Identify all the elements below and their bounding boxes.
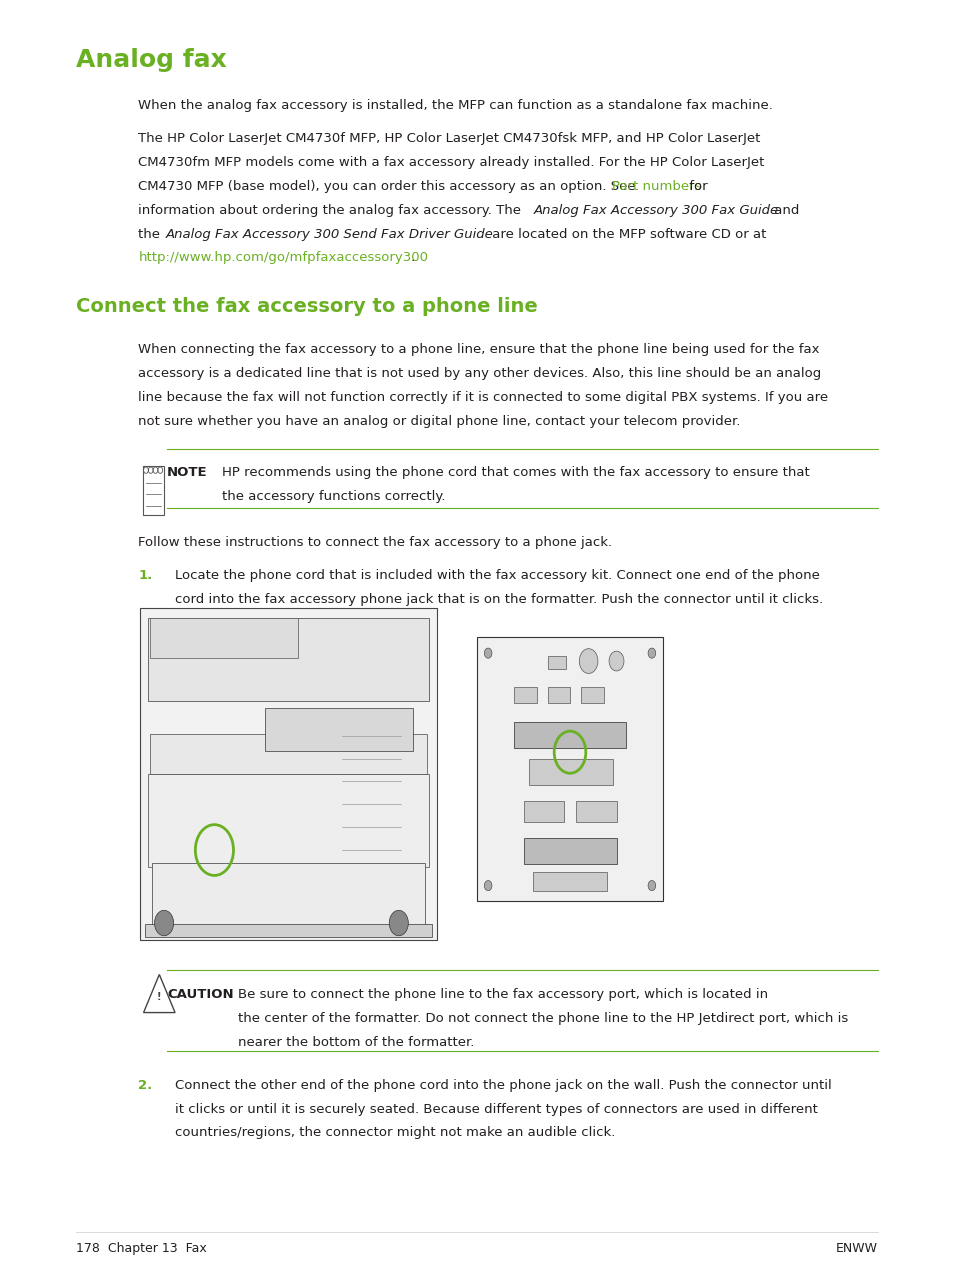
- Bar: [148, 618, 429, 701]
- Bar: [523, 801, 564, 822]
- Bar: [529, 758, 612, 785]
- Text: .: .: [410, 251, 414, 264]
- Bar: [265, 707, 413, 751]
- Text: When connecting the fax accessory to a phone line, ensure that the phone line be: When connecting the fax accessory to a p…: [138, 343, 819, 356]
- Bar: [150, 734, 427, 773]
- Bar: [547, 655, 566, 669]
- Bar: [152, 864, 425, 930]
- Text: countries/regions, the connector might not make an audible click.: countries/regions, the connector might n…: [174, 1126, 615, 1139]
- Text: Part numbers: Part numbers: [612, 180, 701, 193]
- Bar: [523, 838, 616, 865]
- Text: 1.: 1.: [138, 569, 152, 582]
- Text: CAUTION: CAUTION: [167, 988, 233, 1001]
- Bar: [514, 721, 625, 748]
- Circle shape: [647, 648, 655, 658]
- Text: the accessory functions correctly.: the accessory functions correctly.: [222, 490, 445, 503]
- Bar: [150, 618, 297, 658]
- Text: line because the fax will not function correctly if it is connected to some digi: line because the fax will not function c…: [138, 391, 827, 404]
- Text: 178  Chapter 13  Fax: 178 Chapter 13 Fax: [76, 1242, 207, 1255]
- Circle shape: [578, 649, 598, 673]
- Text: Analog Fax Accessory 300 Fax Guide: Analog Fax Accessory 300 Fax Guide: [533, 203, 778, 217]
- Bar: [547, 687, 569, 704]
- Bar: [148, 773, 429, 866]
- Text: When the analog fax accessory is installed, the MFP can function as a standalone: When the analog fax accessory is install…: [138, 99, 772, 112]
- Text: it clicks or until it is securely seated. Because different types of connectors : it clicks or until it is securely seated…: [174, 1102, 817, 1115]
- Bar: [145, 923, 432, 937]
- Text: Follow these instructions to connect the fax accessory to a phone jack.: Follow these instructions to connect the…: [138, 536, 612, 549]
- Circle shape: [608, 652, 623, 671]
- Text: accessory is a dedicated line that is not used by any other devices. Also, this : accessory is a dedicated line that is no…: [138, 367, 821, 380]
- Text: 2.: 2.: [138, 1078, 152, 1092]
- Text: NOTE: NOTE: [167, 466, 208, 479]
- Circle shape: [154, 911, 173, 936]
- Text: are located on the MFP software CD or at: are located on the MFP software CD or at: [488, 227, 766, 240]
- Bar: [575, 801, 616, 822]
- Text: Connect the fax accessory to a phone line: Connect the fax accessory to a phone lin…: [76, 297, 537, 316]
- Text: ENWW: ENWW: [835, 1242, 877, 1255]
- Text: the center of the formatter. Do not connect the phone line to the HP Jetdirect p: the center of the formatter. Do not conn…: [238, 1012, 848, 1025]
- Text: http://www.hp.com/go/mfpfaxaccessory300: http://www.hp.com/go/mfpfaxaccessory300: [138, 251, 428, 264]
- Text: Analog fax: Analog fax: [76, 48, 227, 72]
- Text: Be sure to connect the phone line to the fax accessory port, which is located in: Be sure to connect the phone line to the…: [238, 988, 768, 1001]
- Text: and: and: [769, 203, 799, 217]
- Bar: [532, 872, 607, 890]
- Circle shape: [484, 648, 492, 658]
- Text: HP recommends using the phone cord that comes with the fax accessory to ensure t: HP recommends using the phone cord that …: [222, 466, 809, 479]
- Text: CM4730 MFP (base model), you can order this accessory as an option. See: CM4730 MFP (base model), you can order t…: [138, 180, 639, 193]
- Text: information about ordering the analog fax accessory. The: information about ordering the analog fa…: [138, 203, 525, 217]
- Text: cord into the fax accessory phone jack that is on the formatter. Push the connec: cord into the fax accessory phone jack t…: [174, 593, 821, 606]
- Circle shape: [389, 911, 408, 936]
- Text: CM4730fm MFP models come with a fax accessory already installed. For the HP Colo: CM4730fm MFP models come with a fax acce…: [138, 156, 764, 169]
- Text: the: the: [138, 227, 165, 240]
- Text: not sure whether you have an analog or digital phone line, contact your telecom : not sure whether you have an analog or d…: [138, 414, 740, 428]
- Text: Locate the phone cord that is included with the fax accessory kit. Connect one e: Locate the phone cord that is included w…: [174, 569, 819, 582]
- Bar: [514, 687, 536, 704]
- Text: nearer the bottom of the formatter.: nearer the bottom of the formatter.: [238, 1035, 475, 1049]
- Text: Analog Fax Accessory 300 Send Fax Driver Guide: Analog Fax Accessory 300 Send Fax Driver…: [166, 227, 494, 240]
- Text: !: !: [157, 992, 161, 1002]
- Text: The HP Color LaserJet CM4730f MFP, HP Color LaserJet CM4730fsk MFP, and HP Color: The HP Color LaserJet CM4730f MFP, HP Co…: [138, 132, 760, 145]
- Text: Connect the other end of the phone cord into the phone jack on the wall. Push th: Connect the other end of the phone cord …: [174, 1078, 830, 1092]
- Text: for: for: [684, 180, 707, 193]
- Bar: [476, 638, 662, 902]
- FancyBboxPatch shape: [140, 608, 436, 940]
- Circle shape: [647, 880, 655, 890]
- Bar: [580, 687, 603, 704]
- Circle shape: [484, 880, 492, 890]
